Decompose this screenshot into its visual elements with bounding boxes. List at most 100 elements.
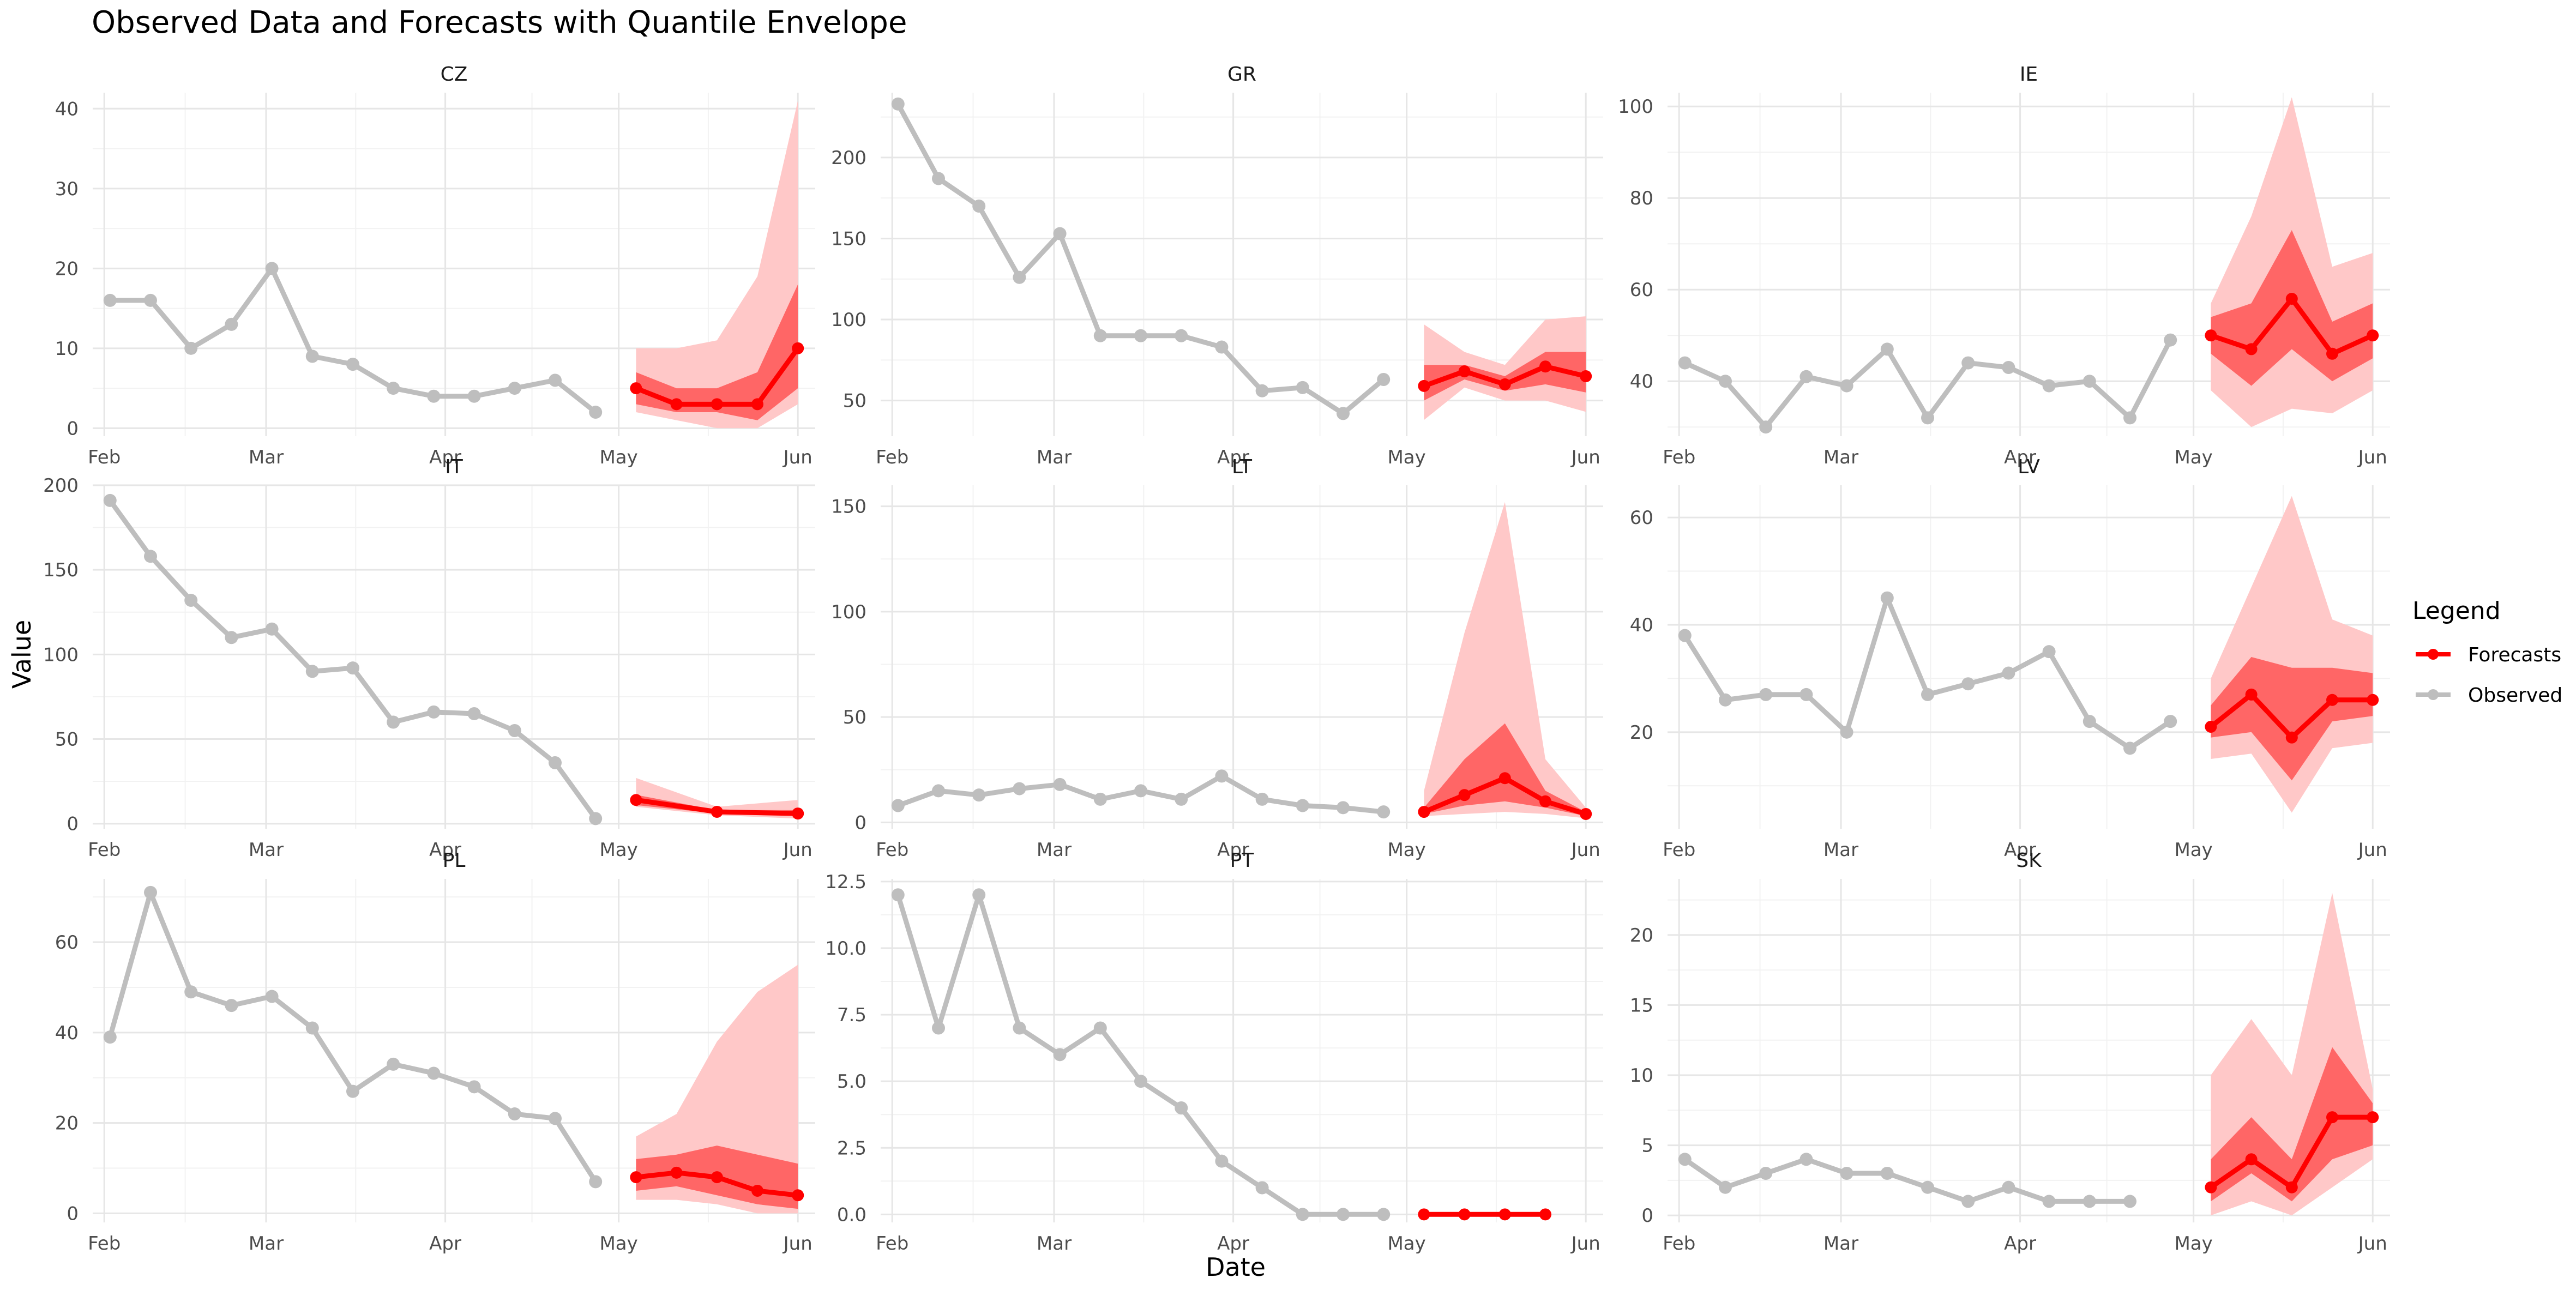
y-tick-label-lv: 40 (1630, 614, 1653, 636)
x-tick-label-gr: Mar (1037, 447, 1072, 468)
inner-quantile-band-cz (636, 284, 798, 420)
panel-title-it: IT (445, 456, 464, 478)
panel-title-pl: PL (443, 849, 466, 872)
forecast-point-ie (2205, 329, 2217, 342)
observed-point-lv (2042, 645, 2056, 659)
observed-point-pt (891, 888, 905, 902)
observed-point-cz (549, 373, 562, 387)
observed-point-lv (2123, 742, 2136, 755)
observed-point-lt (1093, 792, 1107, 806)
x-tick-label-lt: May (1387, 839, 1425, 861)
observed-point-lt (1175, 792, 1188, 806)
y-tick-label-lt: 150 (831, 496, 866, 518)
observed-point-gr (1175, 329, 1188, 342)
observed-point-gr (1215, 340, 1229, 354)
observed-point-lv (1880, 591, 1894, 605)
y-tick-label-lt: 100 (831, 601, 866, 623)
panel-lv: LV 20 40 60 Feb Mar Apr May Jun (1630, 456, 2390, 861)
panel-pl: PL 0 20 40 60 Feb Mar Apr May Jun (55, 849, 815, 1255)
y-tick-label-pl: 40 (55, 1022, 79, 1044)
forecast-point-sk (2285, 1181, 2298, 1193)
legend-marker-forecasts (2428, 649, 2439, 660)
observed-point-lv (1961, 677, 1975, 691)
panel-title-sk: SK (2016, 849, 2042, 872)
y-tick-label-pt: 5.0 (837, 1071, 866, 1093)
observed-point-pl (103, 1030, 117, 1044)
forecast-point-lv (2367, 694, 2379, 706)
observed-point-sk (2002, 1180, 2015, 1194)
outer-quantile-band-gr (1424, 316, 1586, 420)
observed-point-lt (1013, 782, 1026, 795)
x-tick-label-cz: May (599, 447, 637, 468)
y-tick-label-sk: 10 (1630, 1065, 1653, 1087)
observed-point-lt (1215, 769, 1229, 783)
observed-point-pt (1215, 1154, 1229, 1168)
forecast-point-gr (1580, 370, 1592, 383)
observed-point-gr (1377, 372, 1391, 386)
legend-item-observed: Observed (2416, 684, 2562, 707)
observed-point-pl (305, 1021, 319, 1035)
observed-point-it (103, 493, 117, 507)
observed-point-pl (265, 990, 279, 1003)
observed-point-ie (2083, 375, 2096, 388)
forecast-point-sk (2326, 1111, 2338, 1124)
observed-point-pt (1134, 1075, 1147, 1088)
x-tick-label-lv: Mar (1823, 839, 1858, 861)
forecast-point-lv (2245, 688, 2258, 701)
x-tick-label-ie: Jun (2357, 447, 2387, 468)
legend-marker-observed (2428, 689, 2439, 700)
observed-point-it (427, 705, 441, 719)
y-tick-label-cz: 10 (55, 338, 79, 360)
y-tick-label-gr: 100 (831, 309, 866, 331)
observed-point-pl (225, 999, 238, 1012)
x-tick-label-lv: Jun (2357, 839, 2387, 861)
y-tick-label-cz: 20 (55, 258, 79, 280)
y-tick-label-ie: 40 (1630, 371, 1653, 393)
y-tick-label-pt: 12.5 (825, 871, 866, 893)
forecast-point-lt (1498, 772, 1511, 785)
observed-point-gr (1093, 329, 1107, 342)
x-tick-label-ie: Apr (2004, 447, 2036, 468)
observed-point-cz (508, 382, 521, 395)
observed-point-it (225, 631, 238, 644)
x-tick-label-pl: Jun (783, 1233, 812, 1255)
forecast-point-lv (2205, 720, 2217, 733)
observed-point-lv (1719, 693, 1732, 707)
y-tick-label-cz: 0 (67, 418, 79, 439)
panel-gr: GR 50 100 150 200 Feb Mar Apr May Jun (831, 63, 1603, 468)
forecast-point-sk (2367, 1111, 2379, 1124)
observed-point-gr (1134, 329, 1147, 342)
observed-point-cz (387, 382, 400, 395)
forecast-point-cz (792, 342, 804, 354)
observed-point-cz (467, 389, 481, 403)
observed-point-ie (1840, 379, 1853, 393)
panel-lt: LT 0 50 100 150 Feb Mar Apr May Jun (831, 456, 1603, 861)
x-tick-label-lt: Jun (1570, 839, 1600, 861)
forecast-point-gr (1458, 365, 1471, 378)
y-tick-label-it: 150 (43, 559, 79, 581)
panel-cz: CZ 0 10 20 30 40 Feb Mar Apr May Jun (55, 63, 815, 468)
x-tick-label-gr: Jun (1570, 447, 1600, 468)
forecast-point-lt (1580, 807, 1592, 820)
x-tick-label-sk: Apr (2004, 1233, 2036, 1255)
forecast-point-ie (2285, 293, 2298, 305)
observed-point-sk (2123, 1195, 2136, 1208)
observed-line-lv (1682, 595, 2172, 751)
observed-point-pt (1255, 1181, 1269, 1195)
observed-point-pl (467, 1080, 481, 1094)
observed-point-lt (1337, 801, 1350, 815)
forecast-point-pt (1498, 1208, 1511, 1221)
forecast-point-sk (2245, 1153, 2258, 1166)
x-tick-label-pt: Feb (876, 1233, 908, 1255)
y-tick-label-sk: 0 (1641, 1205, 1653, 1227)
observed-point-it (265, 622, 279, 636)
forecast-point-ie (2367, 329, 2379, 342)
observed-point-sk (1759, 1167, 1773, 1180)
observed-point-lv (1759, 688, 1773, 701)
observed-point-lv (1678, 629, 1692, 642)
y-tick-label-it: 100 (43, 644, 79, 666)
forecast-point-ie (2326, 347, 2338, 360)
observed-point-sk (1678, 1153, 1692, 1166)
observed-point-sk (2042, 1195, 2056, 1208)
